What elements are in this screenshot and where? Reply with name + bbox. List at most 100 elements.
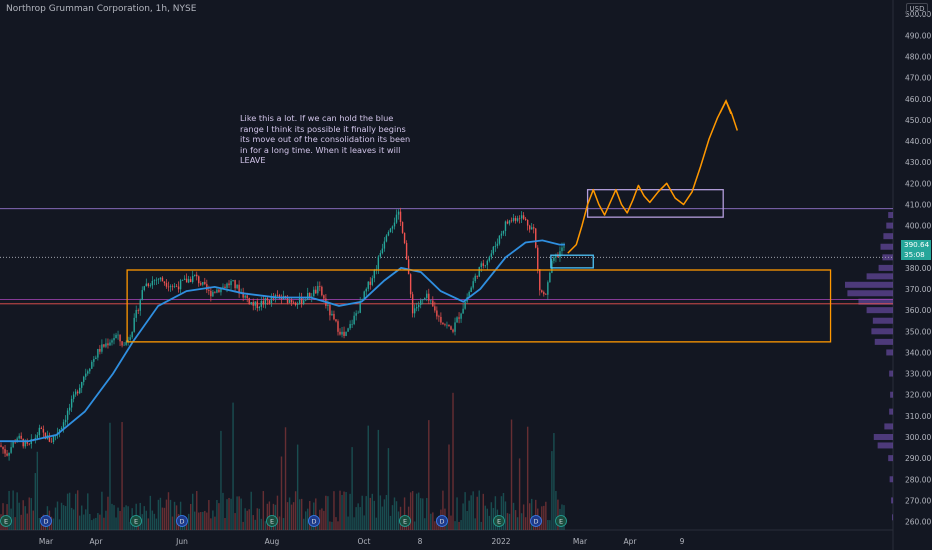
volume-bar [543,505,545,530]
volume-profile-bar [883,233,893,240]
volume-profile-bar [866,273,893,280]
target-box[interactable] [586,189,724,218]
annotation-text[interactable]: Like this a lot. If we can hold the blue… [240,113,411,166]
earnings-marker[interactable] [399,515,411,527]
candle-body [183,278,186,281]
candle-body [278,295,281,297]
price-axis[interactable]: 260.00 270.00 280.00 290.00 300.00 310.00 320.… [892,0,931,550]
volume-bar [32,510,35,530]
volume-bar [78,515,81,530]
candle-body [430,300,432,302]
volume-bar [448,444,450,530]
volume-bar [264,521,267,530]
candle-body [351,324,353,325]
candle-body [234,280,236,289]
volume-bar [292,502,295,530]
candle-body [74,391,77,395]
candle-body [426,293,428,298]
dividend-marker[interactable] [436,515,448,527]
earnings-marker[interactable] [555,515,567,527]
price-tick-label: 480.00 [905,53,931,62]
candle-body [196,274,198,277]
candle-body [327,304,329,307]
candle-body [153,280,156,282]
candle-body [309,292,311,298]
earnings-marker[interactable] [493,515,505,527]
candle-body [454,322,456,332]
candle-body [214,291,216,293]
volume-profile-bar [872,317,893,324]
candle-body [323,295,325,299]
volume-profile-bar [873,433,893,440]
drawings[interactable] [126,99,832,343]
volume-bar [454,521,456,530]
volume-bar [333,491,335,530]
candle-body [533,227,535,229]
earnings-marker[interactable] [266,515,278,527]
currency-button[interactable]: USD [906,3,928,16]
chart-title: Northrop Grumman Corporation, 1h, NYSE [6,4,197,14]
volume-bar [276,495,279,530]
volume-bar [226,499,228,530]
candle-body [341,331,343,335]
volume-bar [232,402,234,530]
candle-body [405,243,408,260]
volume-profile-bar [858,298,893,305]
candle-body [510,220,513,222]
candle-body [129,337,131,340]
candle-body [367,281,369,289]
candle-body [321,286,323,296]
earnings-marker[interactable] [130,515,142,527]
entry-box[interactable] [550,254,594,269]
volume-bar [486,508,489,530]
volume-bar [189,503,192,530]
candle-body [159,277,162,280]
candle-body [311,296,313,298]
volume-profile-bar [866,307,893,314]
volume-bar [200,512,202,530]
candle-body [379,253,382,257]
dividend-marker[interactable] [530,515,542,527]
volume-bar [145,510,148,530]
volume-bar [530,498,533,530]
candle-body [440,316,442,323]
volume-bar [462,503,464,530]
candle-body [347,328,349,332]
volume-profile-bar [891,497,893,504]
volume-bar [488,515,491,530]
candle-body [476,275,478,277]
candle-body [549,272,551,283]
candle-body [175,285,178,287]
volume-bar [66,493,69,530]
price-tick-label: 470.00 [905,74,931,83]
earnings-marker[interactable] [0,515,12,527]
candle-body [149,285,152,286]
candle-body [30,439,32,444]
projection-path[interactable] [567,100,739,254]
dividend-marker[interactable] [176,515,188,527]
dividend-marker[interactable] [40,515,52,527]
candle-body [498,235,501,244]
time-axis[interactable]: Mar Apr Jun Aug Oct 8 2022 Mar Apr 9 [0,529,893,546]
volume-bar [339,490,341,530]
candle-body [369,281,371,285]
volume-bar [474,518,476,530]
candle-body [135,310,137,318]
candle-body [151,280,154,286]
volume-bar [85,509,87,530]
candle-body [432,300,434,307]
consolidation-box[interactable] [126,269,832,343]
volume-bar [385,494,388,530]
candle-body [407,259,410,275]
volume-bar [302,518,305,530]
volume-profile-bar [888,212,893,219]
candle-body [357,312,359,314]
candle-body [288,299,291,303]
candle-body [528,225,531,230]
candle-body [420,300,422,305]
dividend-marker[interactable] [308,515,320,527]
candle-body [119,334,121,342]
candle-body [62,422,65,428]
